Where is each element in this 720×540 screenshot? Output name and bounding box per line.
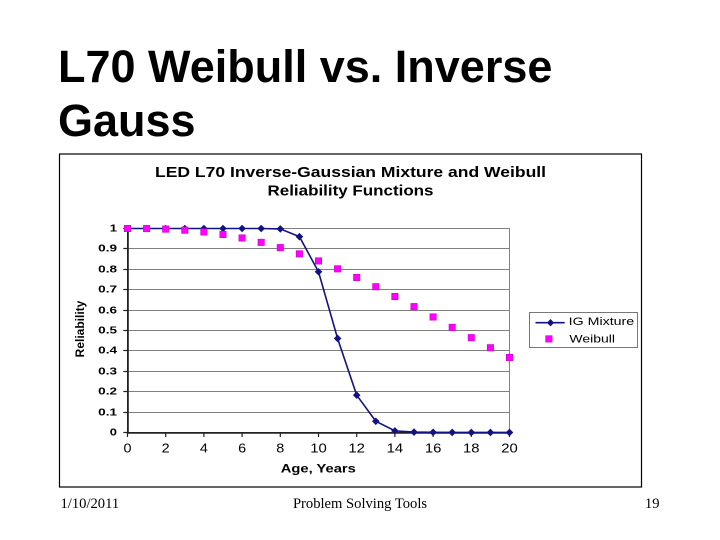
- svg-text:0.8: 0.8: [98, 265, 117, 276]
- svg-text:0.2: 0.2: [98, 387, 117, 398]
- svg-text:16: 16: [425, 441, 442, 456]
- svg-text:12: 12: [348, 441, 365, 456]
- svg-text:8: 8: [276, 441, 284, 456]
- svg-text:0.7: 0.7: [98, 285, 117, 296]
- svg-text:0.6: 0.6: [98, 306, 117, 317]
- svg-text:10: 10: [310, 441, 327, 456]
- svg-text:0.1: 0.1: [98, 408, 117, 419]
- svg-text:IG Mixture: IG Mixture: [569, 316, 635, 328]
- svg-text:Reliability: Reliability: [73, 300, 87, 357]
- svg-text:0: 0: [110, 428, 118, 439]
- svg-text:0.4: 0.4: [98, 346, 117, 357]
- svg-text:0.5: 0.5: [98, 326, 117, 337]
- svg-text:2: 2: [162, 441, 170, 456]
- svg-text:LED L70 Inverse-Gaussian Mixtu: LED L70 Inverse-Gaussian Mixture and Wei…: [155, 164, 546, 181]
- svg-text:0.3: 0.3: [98, 367, 117, 378]
- svg-text:Reliability Functions: Reliability Functions: [268, 183, 434, 200]
- svg-text:1: 1: [110, 224, 118, 235]
- svg-text:6: 6: [238, 441, 246, 456]
- svg-text:0.9: 0.9: [98, 244, 117, 255]
- svg-text:Weibull: Weibull: [569, 334, 615, 346]
- svg-text:18: 18: [463, 441, 480, 456]
- svg-text:0: 0: [124, 441, 132, 456]
- svg-text:4: 4: [200, 441, 208, 456]
- svg-text:14: 14: [387, 441, 404, 456]
- svg-text:Age, Years: Age, Years: [281, 461, 356, 475]
- svg-text:20: 20: [501, 441, 518, 456]
